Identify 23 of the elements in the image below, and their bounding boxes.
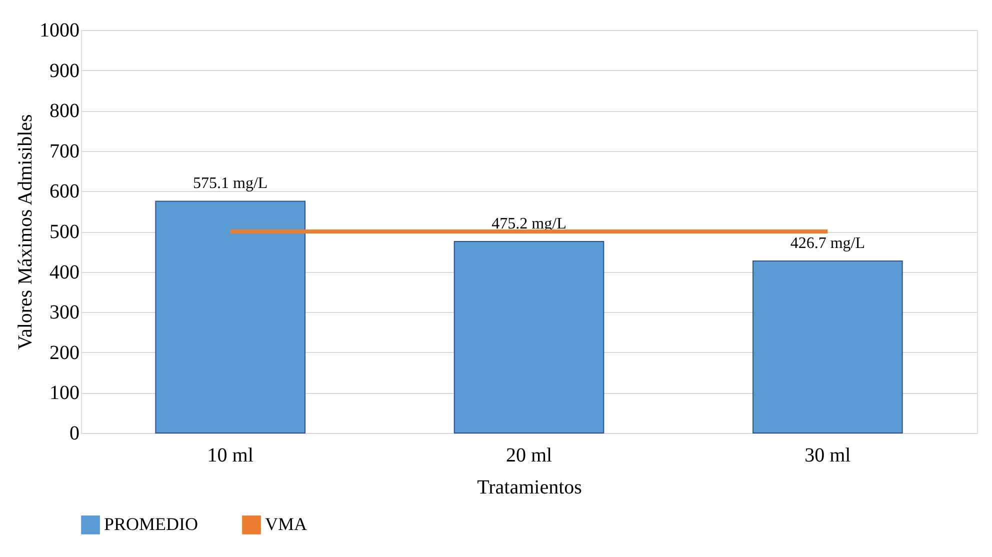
data-label: 575.1 mg/L <box>192 175 268 192</box>
data-label: 426.7 mg/L <box>790 235 866 252</box>
y-tick-label: 600 <box>50 180 80 203</box>
bar <box>155 200 306 434</box>
legend-label: PROMEDIO <box>104 514 198 534</box>
y-tick-label: 100 <box>50 382 80 404</box>
y-axis-title: Valores Máximos Admisibles <box>14 114 36 350</box>
x-tick-label: 10 ml <box>207 444 254 466</box>
y-tick-label: 900 <box>50 60 80 82</box>
x-tick-label: 20 ml <box>506 444 552 466</box>
y-tick-label: 300 <box>50 302 80 324</box>
y-tick-label: 1000 <box>40 20 80 42</box>
y-tick-label: 800 <box>50 100 80 122</box>
y-tick-label: 700 <box>50 140 80 162</box>
y-tick-label: 0 <box>70 422 80 444</box>
y-tick-label: 400 <box>50 261 80 284</box>
bar <box>752 260 903 434</box>
x-axis-title: Tratamientos <box>477 476 582 498</box>
legend-label: VMA <box>265 514 308 534</box>
y-tick-label: 500 <box>50 221 80 243</box>
y-tick-label: 200 <box>50 342 80 364</box>
bar <box>454 240 604 434</box>
x-tick-label: 30 ml <box>804 444 852 466</box>
